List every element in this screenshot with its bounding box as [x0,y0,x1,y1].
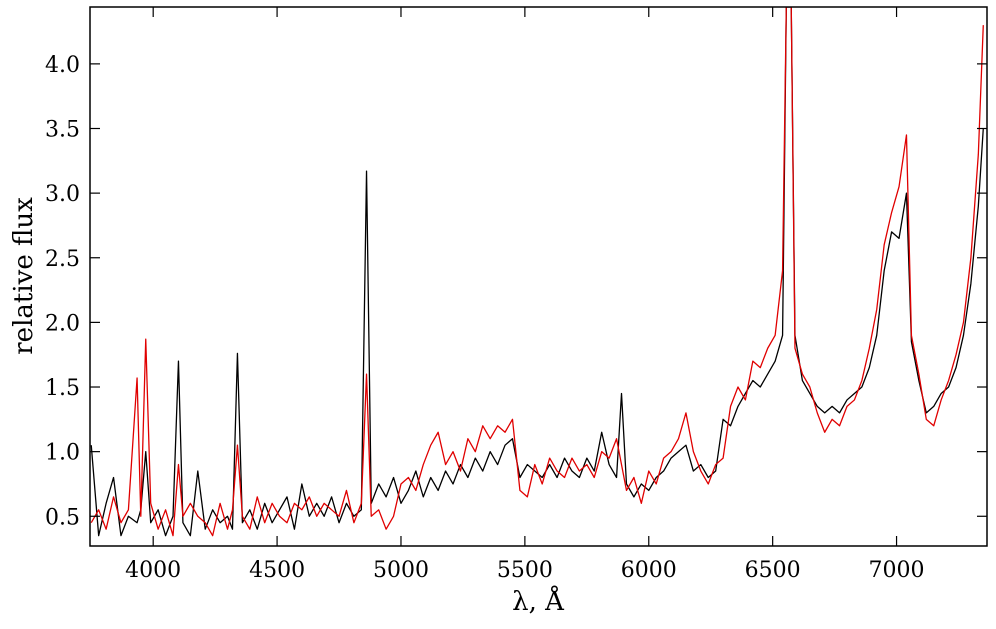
x-tick-label: 7000 [869,558,925,583]
x-tick-label: 4000 [125,558,181,583]
plot-frame [89,6,988,547]
y-tick-label: 1.0 [45,441,80,466]
spectrum-line [90,7,984,537]
x-tick-label: 6500 [745,558,801,583]
y-tick-label: 0.5 [45,505,80,530]
x-tick-label: 5500 [497,558,553,583]
y-tick-label: 4.0 [45,53,80,78]
y-tick-label: 1.5 [45,376,80,401]
spectrum-line [90,7,984,537]
y-axis-label: relative flux [9,197,39,355]
y-tick-label: 2.0 [45,311,80,336]
x-tick-label: 6000 [621,558,677,583]
y-tick-label: 3.0 [45,182,80,207]
y-tick-label: 3.5 [45,118,80,143]
x-tick-label: 5000 [373,558,429,583]
plot-lines [90,7,984,537]
x-tick-label: 4500 [249,558,305,583]
y-tick-label: 2.5 [45,247,80,272]
x-axis-label: λ, Å [512,585,565,617]
